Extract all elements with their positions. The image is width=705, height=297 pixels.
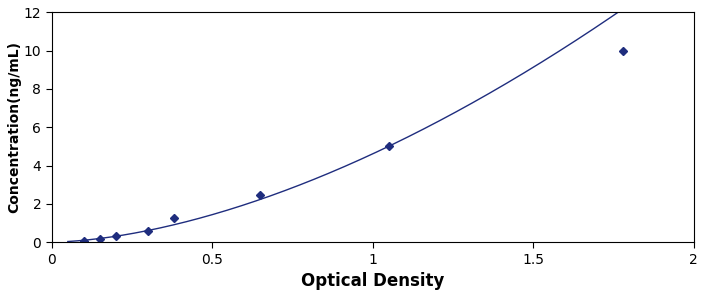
- X-axis label: Optical Density: Optical Density: [301, 272, 444, 290]
- Y-axis label: Concentration(ng/mL): Concentration(ng/mL): [7, 41, 21, 213]
